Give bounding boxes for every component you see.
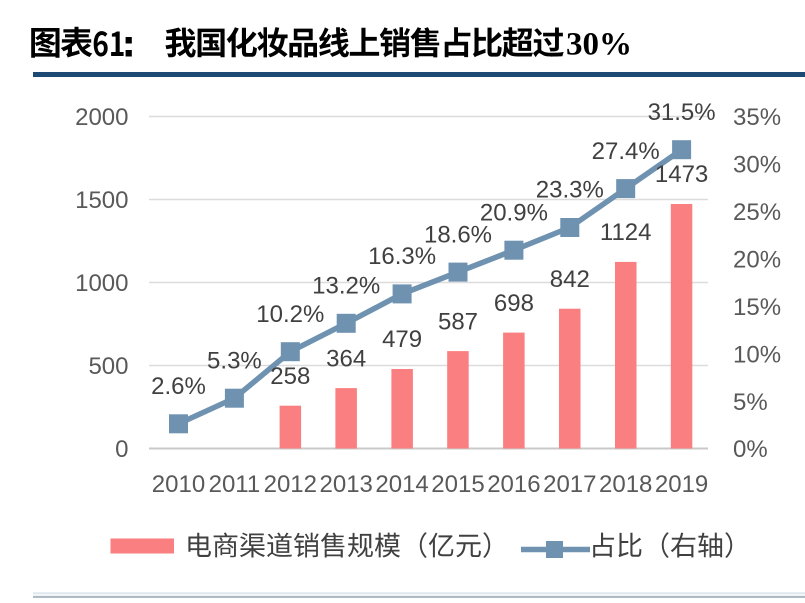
svg-text:10.2%: 10.2% bbox=[256, 301, 324, 328]
svg-text:20%: 20% bbox=[733, 247, 781, 274]
svg-text:2015: 2015 bbox=[431, 471, 484, 498]
svg-text:2000: 2000 bbox=[75, 104, 128, 131]
svg-text:20.9%: 20.9% bbox=[480, 200, 548, 227]
svg-text:2018: 2018 bbox=[599, 471, 652, 498]
svg-text:258: 258 bbox=[270, 363, 310, 390]
svg-text:30%: 30% bbox=[733, 152, 781, 179]
svg-text:0: 0 bbox=[115, 436, 128, 463]
svg-text:16.3%: 16.3% bbox=[368, 243, 436, 270]
svg-text:30%: 30% bbox=[566, 27, 632, 63]
svg-text:35%: 35% bbox=[733, 104, 781, 131]
svg-text:842: 842 bbox=[550, 266, 590, 293]
svg-text:587: 587 bbox=[438, 308, 478, 335]
svg-text:2011: 2011 bbox=[209, 471, 261, 498]
svg-text:2.6%: 2.6% bbox=[151, 373, 206, 400]
svg-text:2013: 2013 bbox=[320, 471, 373, 498]
svg-text:15%: 15% bbox=[733, 294, 781, 321]
svg-text:1000: 1000 bbox=[75, 270, 128, 297]
svg-text:27.4%: 27.4% bbox=[592, 138, 660, 165]
svg-text:364: 364 bbox=[326, 345, 366, 372]
svg-text:2012: 2012 bbox=[264, 471, 317, 498]
svg-text:2017: 2017 bbox=[543, 471, 596, 498]
svg-text:31.5%: 31.5% bbox=[648, 99, 716, 126]
svg-text:2016: 2016 bbox=[487, 471, 540, 498]
svg-text:698: 698 bbox=[494, 290, 534, 317]
svg-text:2010: 2010 bbox=[152, 471, 205, 498]
svg-text:10%: 10% bbox=[733, 341, 781, 368]
svg-text:5.3%: 5.3% bbox=[207, 348, 262, 375]
svg-text:1124: 1124 bbox=[600, 219, 652, 246]
svg-text:5%: 5% bbox=[733, 389, 768, 416]
svg-text:1473: 1473 bbox=[655, 161, 708, 188]
svg-text:23.3%: 23.3% bbox=[536, 177, 604, 204]
svg-text:25%: 25% bbox=[733, 199, 781, 226]
svg-text:500: 500 bbox=[88, 353, 128, 380]
svg-text:479: 479 bbox=[382, 326, 422, 353]
svg-text:13.2%: 13.2% bbox=[312, 273, 380, 300]
svg-text:2019: 2019 bbox=[655, 471, 708, 498]
svg-text:18.6%: 18.6% bbox=[424, 221, 492, 248]
svg-text:1500: 1500 bbox=[75, 187, 128, 214]
svg-text:0%: 0% bbox=[733, 436, 768, 463]
svg-text:2014: 2014 bbox=[375, 471, 428, 498]
